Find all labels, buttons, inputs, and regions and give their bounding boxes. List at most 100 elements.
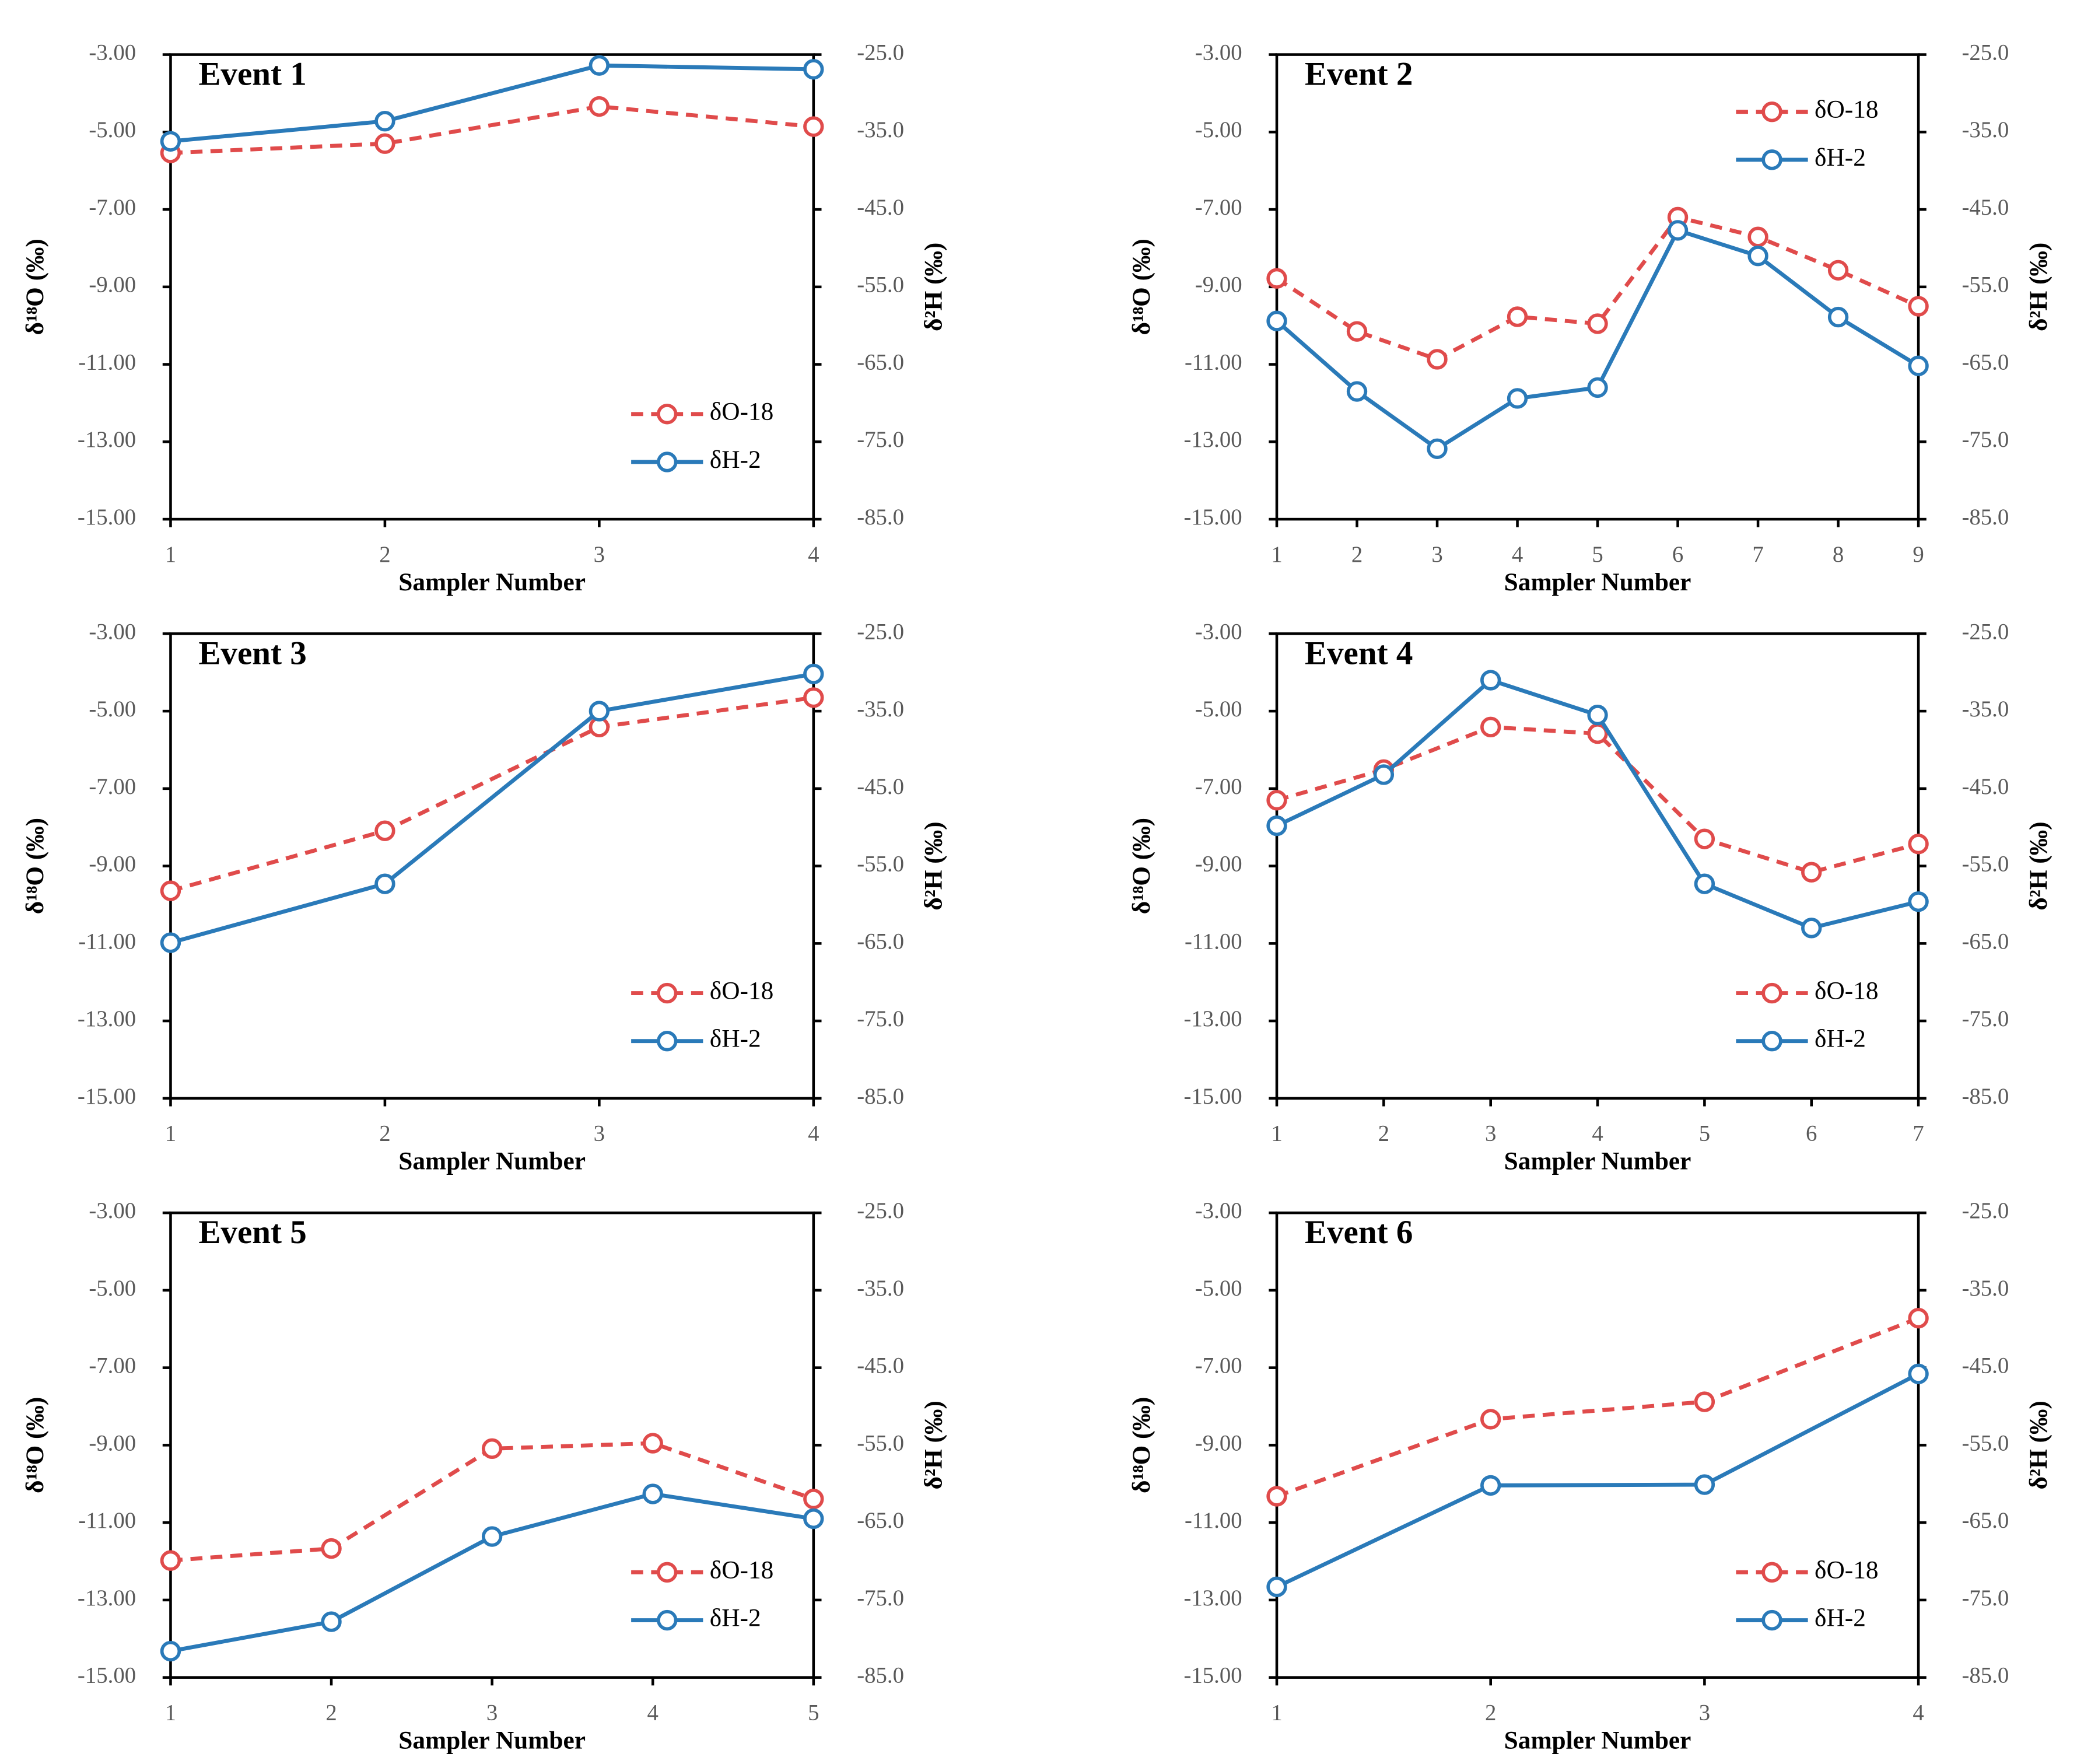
data-point <box>1266 268 1287 289</box>
y2-tick-label: -35.0 <box>1962 1276 2009 1301</box>
x-tick-label: 6 <box>1672 542 1683 567</box>
y2-tick-label: -55.0 <box>857 852 904 877</box>
data-point <box>1747 246 1768 267</box>
y2-tick-label: -65.0 <box>857 929 904 954</box>
y-tick-label: -13.00 <box>78 1586 136 1611</box>
chart-title: Event 5 <box>198 1214 306 1251</box>
y2-tick-label: -85.0 <box>857 1084 904 1109</box>
legend-label: δO-18 <box>710 1556 774 1584</box>
data-point <box>1908 355 1929 376</box>
y-tick-label: -9.00 <box>89 1430 136 1455</box>
y-tick-label: -5.00 <box>89 117 136 142</box>
plot-frame <box>1275 53 1920 521</box>
x-tick-label: 2 <box>1351 542 1363 567</box>
data-point <box>1587 705 1608 726</box>
x-axis-label: Sampler Number <box>1504 568 1691 596</box>
x-axis-label: Sampler Number <box>1504 1147 1691 1175</box>
y-tick-label: -15.00 <box>1183 1084 1242 1109</box>
y-tick-label: -9.00 <box>89 852 136 877</box>
y2-tick-label: -45.0 <box>1962 774 2009 799</box>
y2-tick-label: -85.0 <box>1962 1663 2009 1688</box>
chart-title: Event 4 <box>1305 635 1413 671</box>
y2-axis-label: δ²H (‰) <box>2025 243 2053 331</box>
y-axis-label: δ¹⁸O (‰) <box>1127 239 1155 335</box>
data-point <box>1827 306 1849 328</box>
legend-label: δO-18 <box>710 977 774 1005</box>
x-tick-label: 4 <box>1913 1700 1924 1725</box>
y2-axis-label: δ²H (‰) <box>920 821 948 910</box>
data-point <box>1801 918 1822 939</box>
x-tick-label: 2 <box>379 1121 390 1146</box>
series-line <box>1276 1372 1920 1589</box>
data-point <box>160 1550 181 1571</box>
y-tick-label: -9.00 <box>89 272 136 298</box>
data-point <box>481 1526 503 1547</box>
x-tick-label: 3 <box>594 1121 605 1146</box>
legend-marker <box>1761 982 1782 1004</box>
data-point <box>642 1483 663 1504</box>
panel: -15.00 -13.00 -11.00 -9.00 -7.00 -5.00 -3.00 -8… <box>21 1198 948 1754</box>
y2-tick-label: -55.0 <box>857 1430 904 1455</box>
x-tick-label: 3 <box>1431 542 1442 567</box>
y2-tick-label: -45.0 <box>857 1353 904 1378</box>
legend-marker <box>1761 1609 1782 1631</box>
legend-marker <box>1761 1562 1782 1583</box>
data-point <box>1908 834 1929 855</box>
y-tick-label: -13.00 <box>1183 1586 1242 1611</box>
data-point <box>803 1508 824 1530</box>
data-point <box>1507 306 1528 327</box>
data-point <box>1373 764 1395 785</box>
y2-tick-label: -75.0 <box>1962 427 2009 452</box>
data-point <box>160 131 181 152</box>
y-tick-label: -15.00 <box>78 1663 136 1688</box>
y-tick-label: -7.00 <box>1195 195 1242 220</box>
y2-tick-label: -55.0 <box>857 272 904 298</box>
x-tick-label: 2 <box>1378 1121 1389 1146</box>
y-tick-label: -13.00 <box>78 1006 136 1031</box>
data-point <box>1480 1409 1501 1430</box>
y-axis-label: δ¹⁸O (‰) <box>1127 1397 1155 1493</box>
data-point <box>1587 377 1608 398</box>
y2-axis-label: δ²H (‰) <box>2025 1401 2053 1489</box>
y2-tick-label: -35.0 <box>857 696 904 722</box>
y2-tick-label: -55.0 <box>1962 852 2009 877</box>
legend-marker <box>1761 149 1782 170</box>
x-tick-label: 3 <box>594 542 605 567</box>
legend-label: δH-2 <box>710 1604 761 1632</box>
legend-label: δO-18 <box>710 398 774 426</box>
data-point <box>374 111 395 132</box>
x-tick-label: 3 <box>1699 1700 1710 1725</box>
y-tick-label: -11.00 <box>1185 1508 1242 1533</box>
data-point <box>1694 1474 1715 1495</box>
x-tick-label: 4 <box>1512 542 1523 567</box>
x-tick-label: 4 <box>647 1700 659 1725</box>
panel: -15.00 -13.00 -11.00 -9.00 -7.00 -5.00 -3.00 -8… <box>1127 40 2053 596</box>
legend-label: δH-2 <box>710 446 761 474</box>
data-point <box>1667 220 1689 241</box>
x-axis-label: Sampler Number <box>1504 1726 1691 1754</box>
x-axis-label: Sampler Number <box>398 1147 586 1175</box>
x-tick-label: 3 <box>1485 1121 1496 1146</box>
y-axis-label: δ¹⁸O (‰) <box>21 818 49 914</box>
x-tick-label: 4 <box>1592 1121 1603 1146</box>
y2-tick-label: -35.0 <box>857 1276 904 1301</box>
series-line <box>1276 724 1919 874</box>
data-point <box>1908 1363 1929 1384</box>
y-tick-label: -3.00 <box>1195 619 1242 644</box>
y-tick-label: -9.00 <box>1195 272 1242 298</box>
y-tick-label: -5.00 <box>89 696 136 722</box>
data-point <box>1507 388 1528 409</box>
data-point <box>803 59 824 80</box>
panel: -15.00 -13.00 -11.00 -9.00 -7.00 -5.00 -3.00 -8… <box>1127 1198 2053 1754</box>
y2-tick-label: -25.0 <box>1962 1198 2009 1223</box>
data-point <box>321 1538 342 1559</box>
y-tick-label: -5.00 <box>1195 1276 1242 1301</box>
y2-tick-label: -75.0 <box>1962 1586 2009 1611</box>
chart-title: Event 2 <box>1305 55 1413 92</box>
legend-label: δH-2 <box>1815 144 1866 172</box>
data-point <box>1480 1475 1501 1496</box>
x-tick-label: 9 <box>1913 542 1924 567</box>
y2-tick-label: -85.0 <box>857 505 904 530</box>
chart-title: Event 1 <box>198 55 306 92</box>
y2-tick-label: -25.0 <box>1962 619 2009 644</box>
